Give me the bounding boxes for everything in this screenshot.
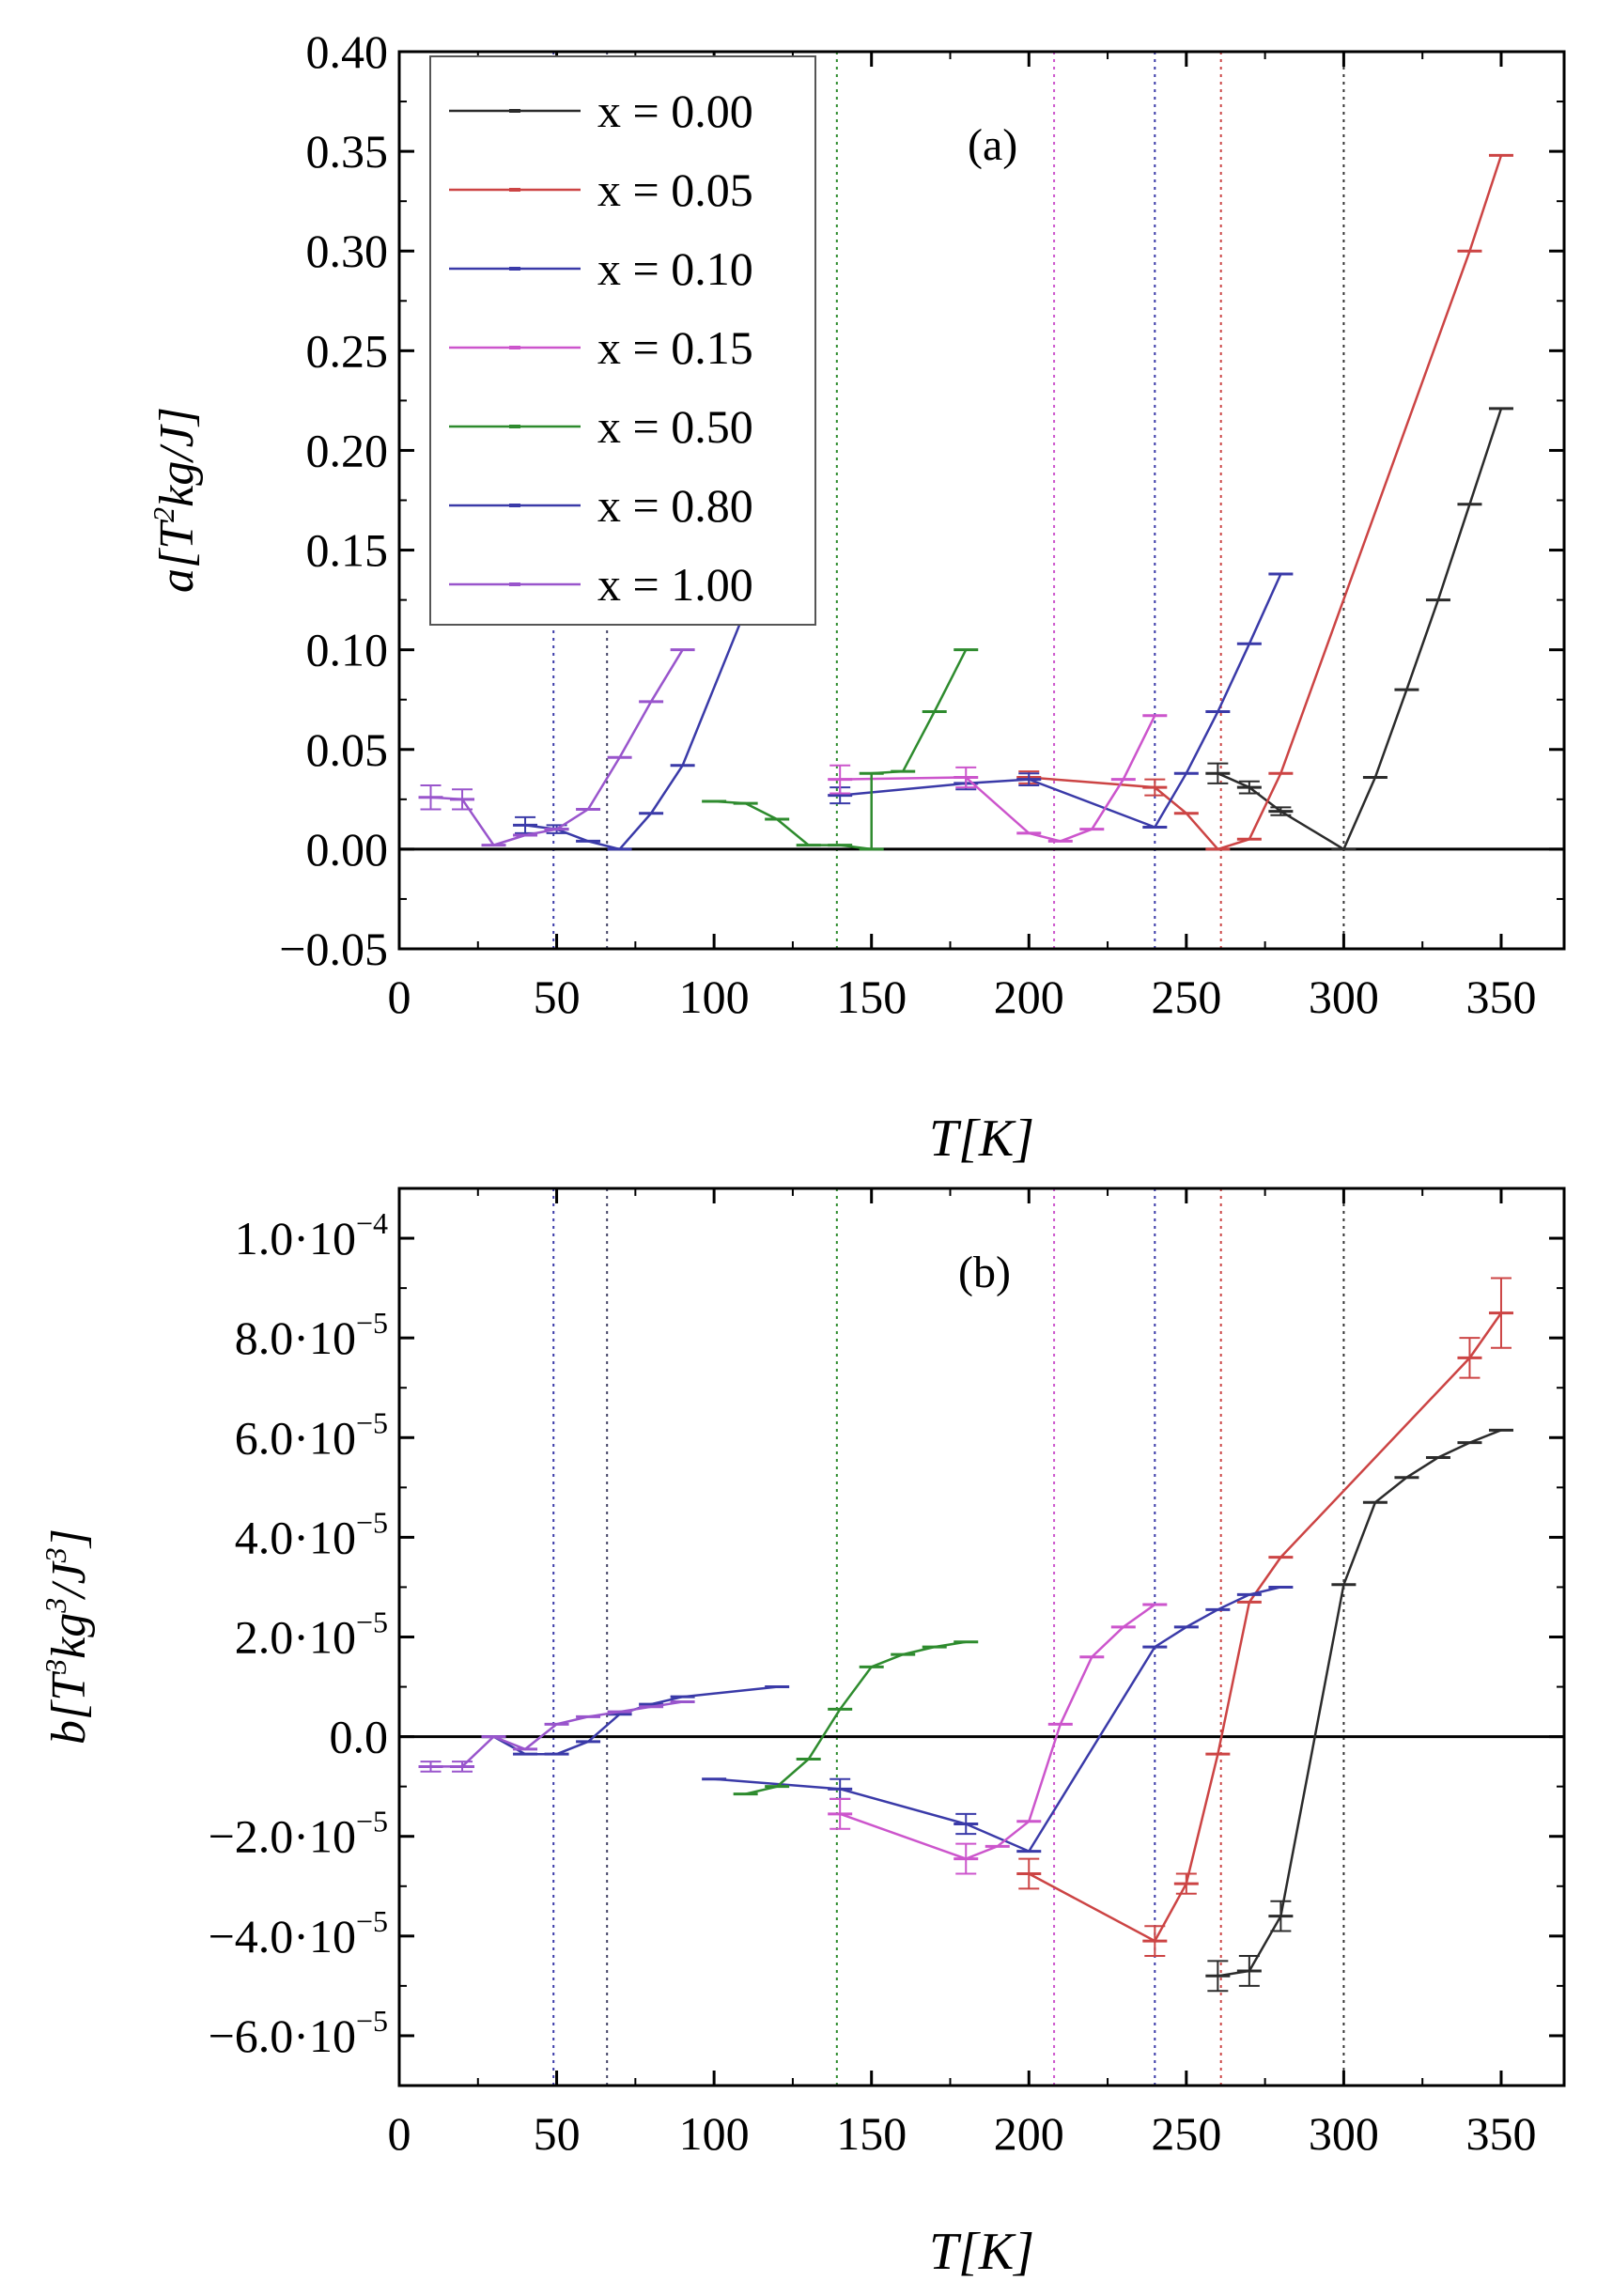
legend-entry: x = 0.05 [597,163,753,216]
y-axis-label-b-sup: 3 [39,1659,72,1675]
y-axis-label-a-rest: kg/J] [150,407,204,507]
series-line [1029,155,1503,851]
y-axis-label-b-rest: ] [42,1528,96,1549]
panel-label-b: (b) [958,1248,1011,1297]
y-tick-label: 1.0·10−4 [235,1206,388,1264]
y-axis-label-a: a[T2kg/J] [147,407,204,593]
y-tick-label: −0.05 [279,923,388,975]
x-tick-label: 100 [679,2107,750,2160]
series-line [1217,1429,1502,1978]
series-line [840,715,1156,843]
y-tick-label: 0.15 [306,524,389,577]
y-tick-label: 0.00 [306,823,389,876]
legend-entry: x = 0.10 [597,242,753,295]
y-tick-label: 0.0 [330,1711,389,1763]
axis-ticks-a: 0 50 100 150 200 250 300 350 −0.05 0.00 0.05 0.10 0.… [279,25,1564,1023]
y-tick-label: 6.0·10−5 [235,1405,388,1464]
x-axis-label-b: T[K] [929,2223,1034,2281]
vlines-b [552,1188,1345,2086]
y-tick-label: 0.10 [306,624,389,676]
panel-label-a: (a) [968,120,1017,170]
x-tick-label: 150 [836,2107,907,2160]
series-line [1217,408,1503,851]
y-axis-label-a-sup: 2 [147,507,180,522]
legend-entry: x = 0.00 [597,85,753,137]
chart-panel-b: 0 50 100 150 200 250 300 350 −6.0·10−5 −4.0·10−5 −… [39,1187,1566,2281]
legend-entry: x = 0.80 [597,479,753,532]
y-tick-label: 0.20 [306,424,389,476]
series-line [714,649,968,851]
y-axis-label-b-mid2: /J [42,1559,96,1600]
plot-frame-b [397,1187,1566,2087]
legend-box [429,55,816,626]
x-tick-label: 0 [388,970,411,1023]
legend-entry: x = 0.50 [597,400,753,453]
x-tick-label: 300 [1309,970,1379,1023]
y-tick-label: −6.0·10−5 [209,2004,388,2062]
series-line [745,1640,967,1795]
y-tick-label: −4.0·10−5 [209,1904,388,1962]
legend-entry: x = 0.15 [597,321,753,374]
series-line [839,1603,1156,1860]
series-group-b [418,1277,1513,1993]
y-tick-label: 0.05 [306,723,389,776]
series-line [430,649,684,847]
y-tick-label: 2.0·10−5 [235,1606,388,1664]
x-tick-label: 100 [679,970,750,1023]
y-tick-label: 0.35 [306,125,389,178]
x-tick-label: 350 [1465,970,1536,1023]
y-tick-label: 0.40 [306,25,389,78]
series-line [430,1700,683,1768]
x-tick-label: 0 [388,2107,411,2160]
chart-panel-a: 0 50 100 150 200 250 300 350 −0.05 0.00 0.05 0.10 0.… [147,25,1566,1168]
x-tick-label: 300 [1309,2107,1379,2160]
x-tick-label: 350 [1465,2107,1536,2160]
y-tick-label: 0.30 [306,225,389,277]
y-axis-label-b-mid: kg [42,1613,96,1659]
y-axis-label-b-sup2: 3 [39,1598,72,1614]
x-tick-label: 200 [994,2107,1064,2160]
x-tick-label: 50 [534,2107,581,2160]
y-axis-label-b: b[T3kg3/J3] [39,1528,96,1745]
y-tick-label: 4.0·10−5 [235,1505,388,1563]
x-tick-label: 250 [1151,970,1221,1023]
y-tick-label: −2.0·10−5 [209,1805,388,1863]
y-axis-label-b-sup3: 3 [39,1547,72,1563]
x-tick-label: 250 [1151,2107,1221,2160]
axis-ticks-b: 0 50 100 150 200 250 300 350 −6.0·10−5 −4.0·10−5 −… [209,1188,1564,2160]
x-tick-label: 50 [534,970,581,1023]
series-line [840,573,1282,830]
y-tick-label: 0.25 [306,324,389,377]
x-axis-label-a: T[K] [929,1109,1034,1168]
legend: x = 0.00 x = 0.05 x = 0.10 x = 0.15 x = 0.50… [429,55,816,626]
y-tick-label: 8.0·10−5 [235,1306,388,1364]
y-axis-label-a-main: a[T [150,520,204,593]
legend-entry: x = 1.00 [597,558,753,611]
x-tick-label: 150 [836,970,907,1023]
series-line [1028,1311,1503,1943]
series-line [492,1685,778,1756]
series-group-a [418,153,1513,851]
x-tick-label: 200 [994,970,1064,1023]
y-axis-label-b-main: b[T [42,1671,96,1745]
